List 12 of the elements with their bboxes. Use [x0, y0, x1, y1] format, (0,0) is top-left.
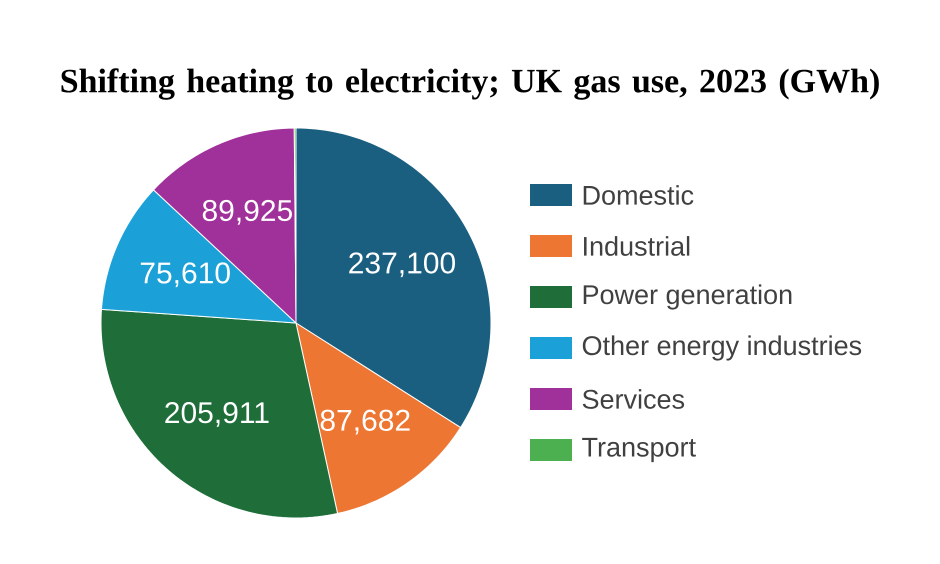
legend-label: Domestic — [584, 185, 694, 205]
legend-label: Other energy industries — [582, 335, 862, 361]
data-label: 75,610 — [140, 262, 230, 288]
legend-label: Transport — [582, 438, 696, 462]
legend-label: Industrial — [584, 236, 690, 256]
legend-label: Power generation — [584, 284, 792, 310]
data-label: 89,925 — [202, 200, 292, 225]
data-label: 237,100 — [349, 252, 455, 278]
data-label: 205,911 — [165, 402, 269, 427]
data-label: 87,682 — [320, 410, 410, 434]
legend-label: Services — [582, 389, 684, 409]
chart-title: Shifting heating to electricity; UK gas use, 2023 (GWh) — [61, 68, 879, 100]
